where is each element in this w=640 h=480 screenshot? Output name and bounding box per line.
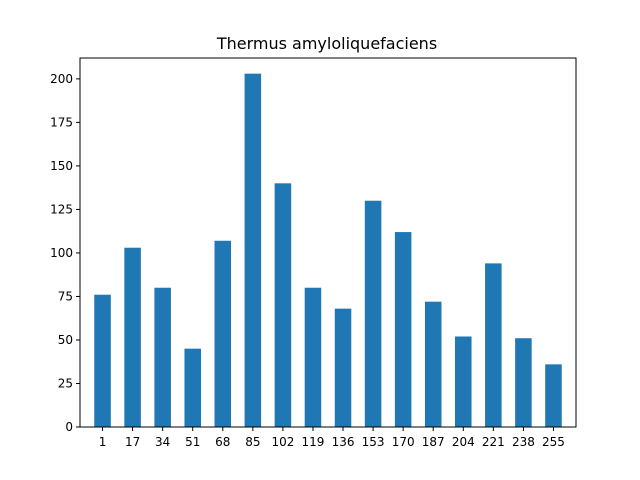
- y-tick-label: 75: [58, 289, 73, 303]
- x-tick-label: 221: [482, 435, 505, 449]
- bar-85: [244, 73, 262, 428]
- y-tick-label: 100: [50, 246, 73, 260]
- chart-title: Thermus amyloliquefaciens: [216, 34, 437, 53]
- bar-51: [184, 348, 201, 427]
- y-tick-label: 125: [50, 202, 73, 216]
- x-tick-label: 17: [125, 435, 140, 449]
- y-tick-label: 200: [50, 72, 73, 86]
- bar-170: [394, 232, 412, 427]
- x-axis-ticks: 1 17 34 51 68 85 102 119 136 153 170 187 204 221 238 25…: [99, 427, 565, 449]
- x-tick-label: 170: [392, 435, 415, 449]
- x-tick-label: 51: [185, 435, 200, 449]
- y-axis-ticks: 0 25 50 75 100 125 150 175 200: [50, 72, 80, 434]
- x-tick-label: 204: [452, 435, 475, 449]
- x-tick-label: 1: [99, 435, 107, 449]
- y-tick-label: 175: [50, 115, 73, 129]
- bar-136: [334, 308, 352, 427]
- x-tick-label: 136: [332, 435, 355, 449]
- y-tick-label: 50: [58, 333, 73, 347]
- bar-119: [304, 287, 322, 427]
- y-tick-label: 0: [65, 420, 73, 434]
- bar-68: [214, 240, 232, 427]
- y-tick-label: 25: [58, 376, 73, 390]
- x-tick-label: 187: [422, 435, 445, 449]
- plot-frame: [79, 57, 577, 428]
- x-tick-label: 68: [215, 435, 230, 449]
- bars-group: [94, 73, 562, 428]
- bar-17: [124, 247, 141, 427]
- bar-34: [154, 287, 171, 427]
- x-tick-label: 102: [271, 435, 294, 449]
- bar-153: [364, 200, 382, 427]
- bar-221: [485, 263, 502, 427]
- bar-1: [94, 294, 111, 427]
- bar-238: [515, 338, 532, 427]
- x-tick-label: 34: [155, 435, 170, 449]
- x-tick-label: 153: [362, 435, 385, 449]
- x-tick-label: 85: [245, 435, 260, 449]
- bar-204: [455, 336, 472, 427]
- bar-187: [424, 301, 442, 427]
- y-tick-label: 150: [50, 159, 73, 173]
- bar-102: [274, 183, 292, 427]
- x-tick-label: 119: [302, 435, 325, 449]
- bar-255: [545, 364, 562, 427]
- x-tick-label: 255: [542, 435, 565, 449]
- x-tick-label: 238: [512, 435, 535, 449]
